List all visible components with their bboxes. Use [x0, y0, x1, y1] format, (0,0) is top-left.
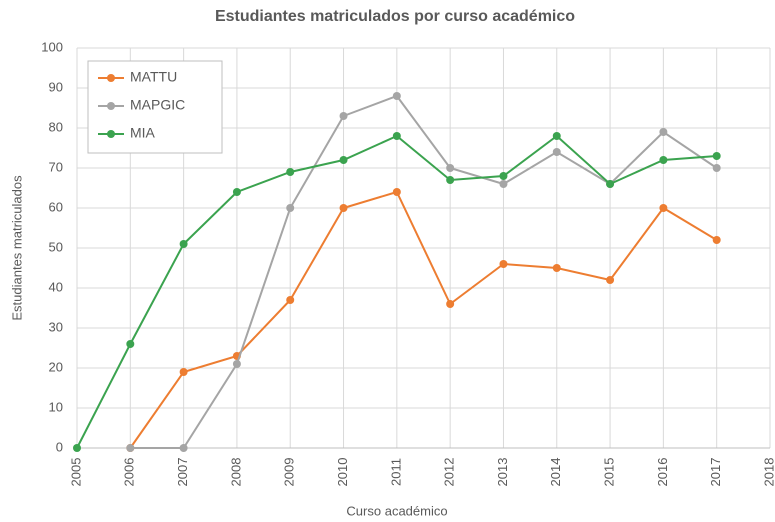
point	[339, 156, 348, 164]
point	[712, 236, 721, 244]
point	[392, 92, 401, 100]
legend-label: MAPGIC	[130, 97, 185, 113]
point	[339, 112, 348, 120]
x-tick-label: 2017	[708, 458, 723, 487]
legend-marker	[107, 74, 115, 82]
x-tick-label: 2013	[495, 458, 510, 487]
point	[499, 260, 508, 268]
y-axis-label: Estudiantes matriculados	[9, 175, 24, 321]
point	[446, 176, 455, 184]
point	[179, 368, 188, 376]
point	[659, 204, 668, 212]
point	[179, 444, 188, 452]
point	[446, 164, 455, 172]
point	[552, 132, 561, 140]
x-tick-label: 2011	[388, 458, 403, 486]
y-tick-label: 40	[49, 279, 63, 294]
legend-label: MIA	[130, 125, 156, 141]
point	[552, 148, 561, 156]
series-line	[129, 190, 718, 449]
point	[659, 156, 668, 164]
point	[392, 188, 401, 196]
point	[659, 128, 668, 136]
x-tick-label: 2014	[548, 458, 563, 487]
x-tick-label: 2009	[282, 458, 297, 487]
series-line	[130, 94, 718, 449]
point	[179, 240, 188, 248]
point	[339, 204, 348, 212]
point	[126, 340, 135, 348]
point	[712, 164, 721, 172]
y-tick-label: 20	[49, 359, 63, 374]
point	[499, 180, 508, 188]
point	[232, 188, 241, 196]
point	[286, 204, 295, 212]
x-tick-label: 2006	[122, 458, 137, 487]
point	[73, 444, 81, 452]
point	[286, 168, 295, 176]
point	[392, 132, 401, 140]
legend-label: MATTU	[130, 69, 177, 85]
legend-marker	[107, 130, 115, 138]
point	[606, 276, 615, 284]
point	[606, 180, 615, 188]
y-tick-label: 90	[49, 79, 63, 94]
chart-title: Estudiantes matriculados por curso acadé…	[215, 8, 575, 25]
x-tick-label: 2005	[68, 458, 83, 487]
point	[552, 264, 561, 272]
x-tick-label: 2015	[602, 458, 617, 487]
legend-marker	[107, 102, 115, 110]
y-tick-label: 70	[49, 159, 63, 174]
y-tick-label: 10	[49, 399, 63, 414]
x-tick-label: 2016	[655, 458, 670, 487]
point	[286, 296, 295, 304]
y-tick-label: 0	[56, 439, 63, 454]
y-tick-label: 80	[49, 119, 63, 134]
x-tick-label: 2010	[335, 458, 350, 487]
point	[446, 300, 455, 308]
x-tick-label: 2018	[761, 458, 775, 487]
point	[499, 172, 508, 180]
point	[232, 360, 241, 368]
y-tick-label: 100	[41, 39, 63, 54]
point	[712, 152, 721, 160]
x-axis-label: Curso académico	[346, 503, 447, 518]
y-tick-label: 30	[49, 319, 63, 334]
x-tick-label: 2012	[442, 458, 457, 487]
point	[126, 444, 135, 452]
y-tick-label: 60	[49, 199, 63, 214]
x-tick-label: 2008	[228, 458, 243, 487]
x-tick-label: 2007	[175, 458, 190, 487]
y-tick-label: 50	[49, 239, 63, 254]
